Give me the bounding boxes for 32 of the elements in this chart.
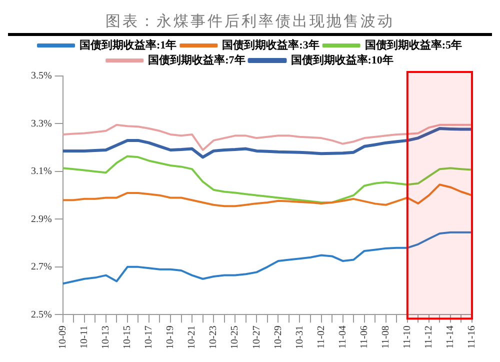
x-tick-label: 11-06 <box>358 326 370 349</box>
chart-title: 图表：永煤事件后利率债出现抛售波动 <box>8 8 492 36</box>
x-tick-label: 11-04 <box>337 326 348 349</box>
x-tick-label: 10-11 <box>78 326 90 349</box>
x-tick-label: 10-15 <box>122 326 134 350</box>
x-tick-label: 11-14 <box>445 326 456 349</box>
x-tick-label: 10-31 <box>294 326 306 350</box>
x-tick-label: 11-08 <box>380 326 392 349</box>
y-tick-label: 2.9% <box>30 214 52 225</box>
legend-label: 国债到期收益率:3年 <box>222 38 320 52</box>
y-tick-label: 3.3% <box>30 118 52 130</box>
x-tick-label: 10-17 <box>144 326 155 350</box>
x-tick-label: 10-25 <box>230 326 241 350</box>
legend-label: 国债到期收益率:1年 <box>80 38 177 52</box>
x-tick-label: 11-16 <box>466 326 478 349</box>
x-tick-label: 10-09 <box>57 326 68 350</box>
x-tick-label: 10-13 <box>100 326 112 350</box>
x-tick-label: 10-27 <box>251 326 262 350</box>
x-tick-label: 10-21 <box>186 326 198 350</box>
y-tick-label: 2.5% <box>30 309 52 320</box>
legend-label: 国债到期收益率:7年 <box>148 53 246 66</box>
x-tick-label: 11-12 <box>424 326 435 349</box>
x-tick-label: 10-29 <box>272 326 284 350</box>
legend-label: 国债到期收益率:10年 <box>290 53 394 66</box>
legend-label: 国债到期收益率:5年 <box>364 38 462 52</box>
y-tick-label: 3.1% <box>30 166 52 178</box>
x-tick-label: 10-23 <box>208 326 220 350</box>
x-tick-label: 11-02 <box>316 326 327 349</box>
x-tick-label: 10-19 <box>165 326 176 350</box>
y-tick-label: 2.7% <box>30 262 52 273</box>
y-tick-label: 3.5% <box>30 70 52 82</box>
x-tick-label: 11-10 <box>402 326 414 349</box>
